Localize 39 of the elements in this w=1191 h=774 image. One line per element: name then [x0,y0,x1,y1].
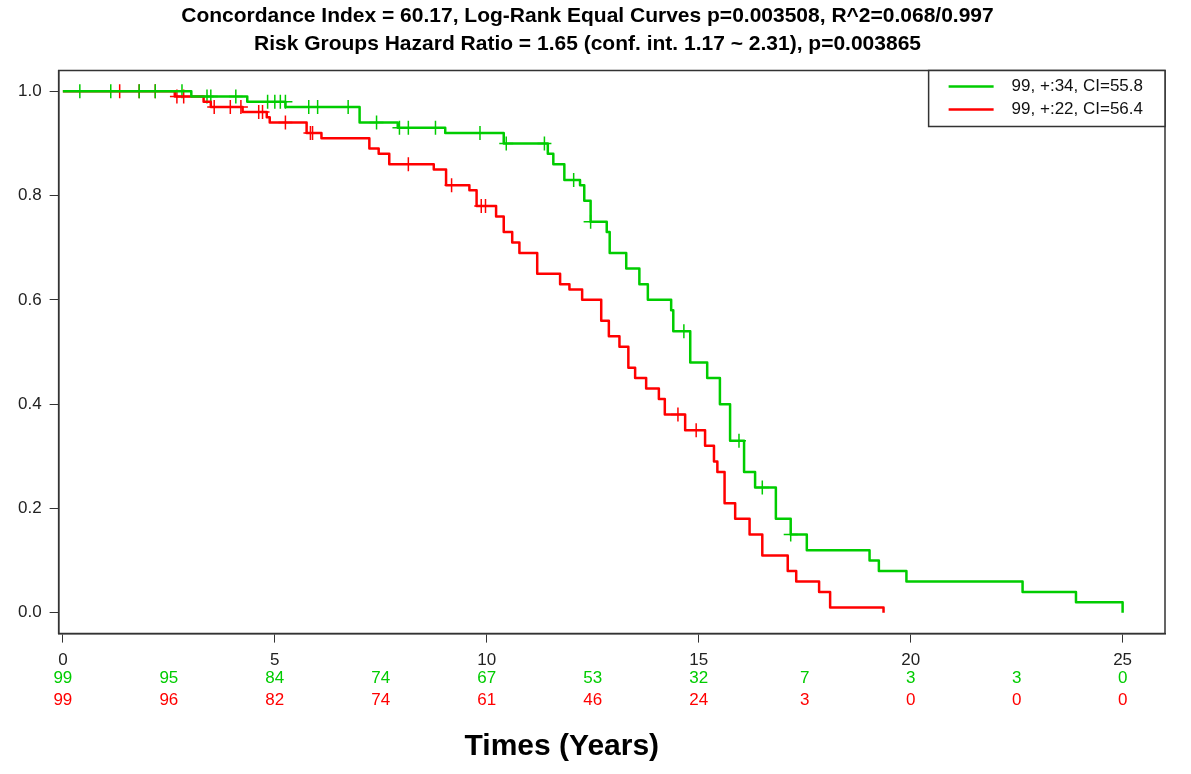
x-tick-label: 10 [477,650,497,670]
text: 74 [371,690,391,710]
y-tick-label: 0.8 [17,185,42,205]
text: 61 [477,690,497,710]
text: 95 [159,668,179,688]
chart-title: Concordance Index = 60.17, Log-Rank Equal Curves p=0.003508, R^2=0.068/0.997 [181,3,994,27]
text: 32 [689,668,709,688]
x-tick-label: 5 [270,650,280,670]
text: 67 [477,668,497,688]
x-tick-label: 15 [689,650,709,670]
legend-label: 99, +:22, CI=56.4 [1011,99,1144,119]
text: 82 [265,690,285,710]
y-tick-label: 0.2 [17,498,42,518]
text: 53 [583,668,603,688]
chart-subtitle: Risk Groups Hazard Ratio = 1.65 (conf. int. 1.17 ~ 2.31), p=0.003865 [253,30,922,54]
text: 99 [53,668,73,688]
x-tick-label: 0 [58,650,68,670]
text: 84 [265,668,285,688]
text: 99 [53,690,73,710]
text: 3 [905,668,916,688]
text: 96 [159,690,179,710]
text: 0 [1011,690,1022,710]
x-tick-label: 20 [901,650,921,670]
text: 0 [905,690,916,710]
text: 0 [1117,668,1128,688]
y-tick-label: 0.0 [17,602,42,622]
text: 0 [1117,690,1128,710]
legend-label: 99, +:34, CI=55.8 [1011,76,1144,96]
y-tick-label: 0.4 [17,393,42,413]
text: 24 [689,690,709,710]
text: 74 [371,668,391,688]
y-tick-label: 0.6 [17,289,42,309]
y-tick-label: 1.0 [17,80,42,100]
text: 46 [583,690,603,710]
text: 3 [799,690,810,710]
x-axis-title: Times (Years) [464,727,660,761]
text: 7 [799,668,810,688]
x-tick-label: 25 [1113,650,1133,670]
text: 3 [1011,668,1022,688]
